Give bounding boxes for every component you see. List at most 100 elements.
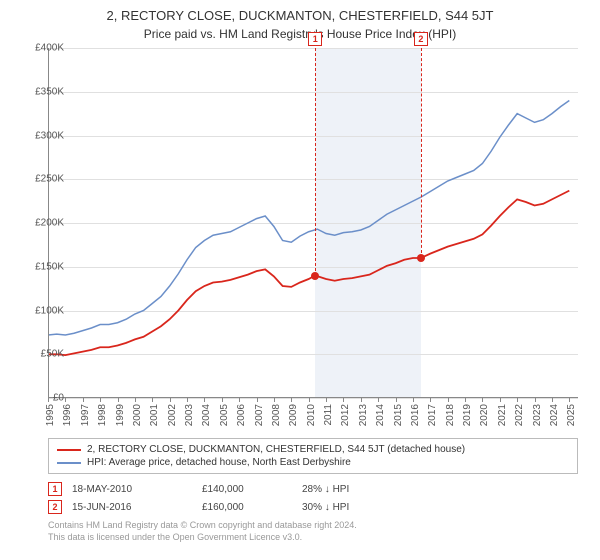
- x-tick-mark: [309, 398, 310, 402]
- marker-dash: [315, 48, 316, 276]
- x-tick-mark: [465, 398, 466, 402]
- series-hpi: [48, 101, 569, 336]
- footer-attribution: Contains HM Land Registry data © Crown c…: [48, 520, 578, 543]
- gridline-h: [48, 398, 578, 399]
- x-tick-mark: [378, 398, 379, 402]
- x-tick-label: 2024: [549, 404, 560, 426]
- sale-row: 215-JUN-2016£160,00030% ↓ HPI: [48, 498, 578, 516]
- x-tick-mark: [517, 398, 518, 402]
- sale-marker-icon: 2: [48, 500, 62, 514]
- x-tick-mark: [83, 398, 84, 402]
- marker-box: 1: [308, 32, 322, 46]
- y-tick-label: £50K: [20, 349, 64, 360]
- x-tick-label: 2003: [184, 404, 195, 426]
- x-tick-mark: [239, 398, 240, 402]
- chart-container: 2, RECTORY CLOSE, DUCKMANTON, CHESTERFIE…: [0, 0, 600, 560]
- x-tick-mark: [569, 398, 570, 402]
- y-tick-label: £0: [20, 393, 64, 404]
- x-tick-label: 2013: [358, 404, 369, 426]
- x-tick-label: 2020: [479, 404, 490, 426]
- legend-swatch: [57, 449, 81, 451]
- marker-dash: [421, 48, 422, 258]
- x-tick-label: 2004: [201, 404, 212, 426]
- sale-marker-icon: 1: [48, 482, 62, 496]
- x-tick-mark: [343, 398, 344, 402]
- sale-date: 18-MAY-2010: [72, 484, 192, 495]
- y-tick-label: £100K: [20, 305, 64, 316]
- x-tick-mark: [500, 398, 501, 402]
- x-tick-label: 1997: [80, 404, 91, 426]
- sale-price: £140,000: [202, 484, 292, 495]
- x-tick-mark: [135, 398, 136, 402]
- x-tick-label: 1996: [62, 404, 73, 426]
- x-tick-label: 2025: [566, 404, 577, 426]
- x-tick-mark: [257, 398, 258, 402]
- x-tick-label: 2016: [410, 404, 421, 426]
- legend: 2, RECTORY CLOSE, DUCKMANTON, CHESTERFIE…: [48, 438, 578, 474]
- x-tick-mark: [65, 398, 66, 402]
- x-tick-label: 2008: [271, 404, 282, 426]
- x-tick-label: 2018: [445, 404, 456, 426]
- x-tick-mark: [448, 398, 449, 402]
- x-tick-label: 1998: [97, 404, 108, 426]
- x-tick-mark: [552, 398, 553, 402]
- x-tick-label: 2019: [462, 404, 473, 426]
- sale-date: 15-JUN-2016: [72, 502, 192, 513]
- x-tick-label: 2012: [340, 404, 351, 426]
- x-tick-label: 2014: [375, 404, 386, 426]
- marker-box: 2: [414, 32, 428, 46]
- x-tick-label: 2007: [254, 404, 265, 426]
- x-tick-label: 2011: [323, 404, 334, 426]
- x-tick-label: 2010: [306, 404, 317, 426]
- x-tick-label: 1999: [115, 404, 126, 426]
- x-tick-label: 2022: [514, 404, 525, 426]
- x-tick-mark: [204, 398, 205, 402]
- y-tick-label: £300K: [20, 130, 64, 141]
- x-tick-mark: [100, 398, 101, 402]
- x-tick-mark: [413, 398, 414, 402]
- sale-price: £160,000: [202, 502, 292, 513]
- y-tick-label: £200K: [20, 218, 64, 229]
- y-tick-label: £400K: [20, 43, 64, 54]
- x-tick-mark: [274, 398, 275, 402]
- legend-label: 2, RECTORY CLOSE, DUCKMANTON, CHESTERFIE…: [87, 444, 465, 455]
- chart-title: 2, RECTORY CLOSE, DUCKMANTON, CHESTERFIE…: [0, 0, 600, 23]
- sale-dot: [311, 272, 319, 280]
- sales-table: 1 18-MAY-2010 £140,000 28% ↓ HPI 2 15-JUN-201…: [48, 480, 578, 516]
- x-tick-label: 2009: [288, 404, 299, 426]
- plot-area: 12: [48, 48, 578, 398]
- x-tick-mark: [396, 398, 397, 402]
- x-tick-mark: [482, 398, 483, 402]
- footer-line-2: This data is licensed under the Open Gov…: [48, 532, 578, 544]
- legend-item: 2, RECTORY CLOSE, DUCKMANTON, CHESTERFIE…: [57, 443, 569, 456]
- chart-subtitle: Price paid vs. HM Land Registry's House …: [0, 23, 600, 41]
- x-tick-mark: [187, 398, 188, 402]
- x-tick-label: 2002: [167, 404, 178, 426]
- x-tick-label: 2017: [427, 404, 438, 426]
- sale-diff: 28% ↓ HPI: [302, 484, 422, 495]
- x-axis: [48, 397, 578, 398]
- x-tick-mark: [152, 398, 153, 402]
- x-tick-mark: [535, 398, 536, 402]
- x-tick-mark: [222, 398, 223, 402]
- line-series: [48, 48, 578, 398]
- x-tick-mark: [291, 398, 292, 402]
- sale-dot: [417, 254, 425, 262]
- x-tick-label: 2001: [149, 404, 160, 426]
- y-tick-label: £250K: [20, 174, 64, 185]
- x-tick-mark: [430, 398, 431, 402]
- x-tick-mark: [361, 398, 362, 402]
- x-tick-label: 2006: [236, 404, 247, 426]
- x-tick-mark: [170, 398, 171, 402]
- legend-swatch: [57, 462, 81, 464]
- legend-item: HPI: Average price, detached house, Nort…: [57, 456, 569, 469]
- x-tick-label: 2000: [132, 404, 143, 426]
- y-tick-label: £150K: [20, 261, 64, 272]
- x-tick-mark: [326, 398, 327, 402]
- x-tick-label: 2015: [393, 404, 404, 426]
- footer-line-1: Contains HM Land Registry data © Crown c…: [48, 520, 578, 532]
- x-tick-label: 1995: [45, 404, 56, 426]
- x-tick-mark: [118, 398, 119, 402]
- y-tick-label: £350K: [20, 86, 64, 97]
- legend-label: HPI: Average price, detached house, Nort…: [87, 457, 351, 468]
